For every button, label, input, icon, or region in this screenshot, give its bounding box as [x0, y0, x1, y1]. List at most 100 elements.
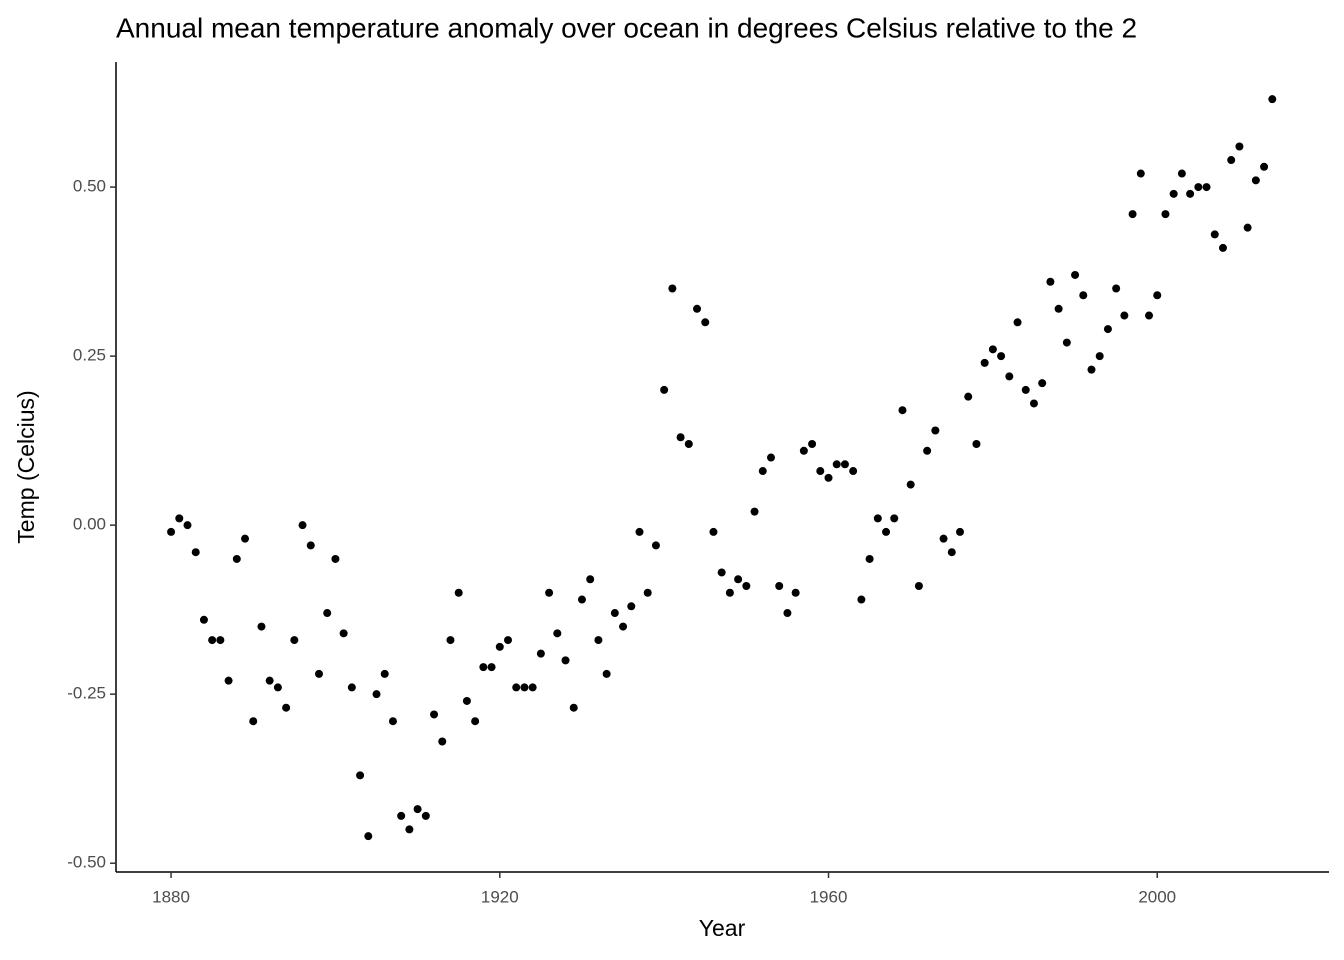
point	[1161, 210, 1170, 219]
point	[594, 636, 603, 645]
point	[471, 717, 480, 726]
point	[388, 717, 397, 726]
point	[586, 575, 595, 584]
point	[988, 345, 997, 354]
x-tick-label: 1880	[152, 887, 190, 906]
y-tick-label: -0.25	[67, 684, 106, 703]
point	[1186, 189, 1195, 198]
point	[1210, 230, 1219, 239]
point	[241, 534, 250, 543]
point	[413, 805, 422, 814]
point	[199, 615, 208, 624]
x-axis-title: Year	[699, 915, 746, 941]
point	[906, 480, 915, 489]
point	[1095, 352, 1104, 361]
point	[898, 406, 907, 415]
point	[536, 649, 545, 658]
point	[660, 385, 669, 394]
point	[849, 467, 858, 476]
point	[577, 595, 586, 604]
point	[914, 581, 923, 590]
point	[947, 548, 956, 557]
point	[356, 771, 365, 780]
point	[569, 703, 578, 712]
point	[290, 636, 299, 645]
y-tick-label: 0.00	[73, 515, 106, 534]
point	[799, 446, 808, 455]
point	[512, 683, 521, 692]
point	[528, 683, 537, 692]
point	[175, 514, 184, 523]
point	[643, 588, 652, 597]
point	[216, 636, 225, 645]
point	[857, 595, 866, 604]
x-tick-label: 1920	[481, 887, 519, 906]
point	[865, 554, 874, 563]
point	[824, 473, 833, 482]
point	[1128, 210, 1137, 219]
point	[1194, 183, 1203, 192]
point	[1268, 95, 1277, 104]
point	[306, 541, 315, 550]
point	[232, 554, 241, 563]
point	[791, 588, 800, 597]
point	[421, 811, 430, 820]
point	[693, 304, 702, 313]
point	[372, 690, 381, 699]
point	[1038, 379, 1047, 388]
point	[1153, 291, 1162, 300]
point	[1251, 176, 1260, 185]
point	[1243, 223, 1252, 232]
point	[980, 358, 989, 367]
point	[561, 656, 570, 665]
point	[956, 527, 965, 536]
point	[208, 636, 217, 645]
point	[1177, 169, 1186, 178]
point	[479, 663, 488, 672]
chart-title: Annual mean temperature anomaly over oce…	[116, 12, 1137, 43]
point	[553, 629, 562, 638]
point	[1235, 142, 1244, 151]
point	[964, 392, 973, 401]
point	[430, 710, 439, 719]
point	[1260, 162, 1269, 171]
y-axis-title: Temp (Celcius)	[13, 390, 39, 543]
point	[651, 541, 660, 550]
point	[750, 507, 759, 516]
point	[816, 467, 825, 476]
point	[1218, 243, 1227, 252]
point	[364, 832, 373, 841]
point	[873, 514, 882, 523]
point	[331, 554, 340, 563]
point	[224, 676, 233, 685]
point	[487, 663, 496, 672]
point	[717, 568, 726, 577]
point	[1087, 365, 1096, 374]
point	[668, 284, 677, 293]
point	[890, 514, 899, 523]
x-tick-label: 2000	[1138, 887, 1176, 906]
point	[265, 676, 274, 685]
x-tick-label: 1960	[810, 887, 848, 906]
point	[495, 642, 504, 651]
point	[602, 669, 611, 678]
point	[339, 629, 348, 638]
point	[701, 318, 710, 327]
point	[347, 683, 356, 692]
y-tick-label: 0.25	[73, 346, 106, 365]
point	[1103, 325, 1112, 334]
point	[446, 636, 455, 645]
point	[709, 527, 718, 536]
point	[619, 622, 628, 631]
point	[183, 521, 192, 530]
point	[314, 669, 323, 678]
point	[1120, 311, 1129, 320]
point	[939, 534, 948, 543]
point	[438, 737, 447, 746]
point	[1071, 270, 1080, 279]
point	[742, 581, 751, 590]
point	[676, 433, 685, 442]
point	[462, 696, 471, 705]
